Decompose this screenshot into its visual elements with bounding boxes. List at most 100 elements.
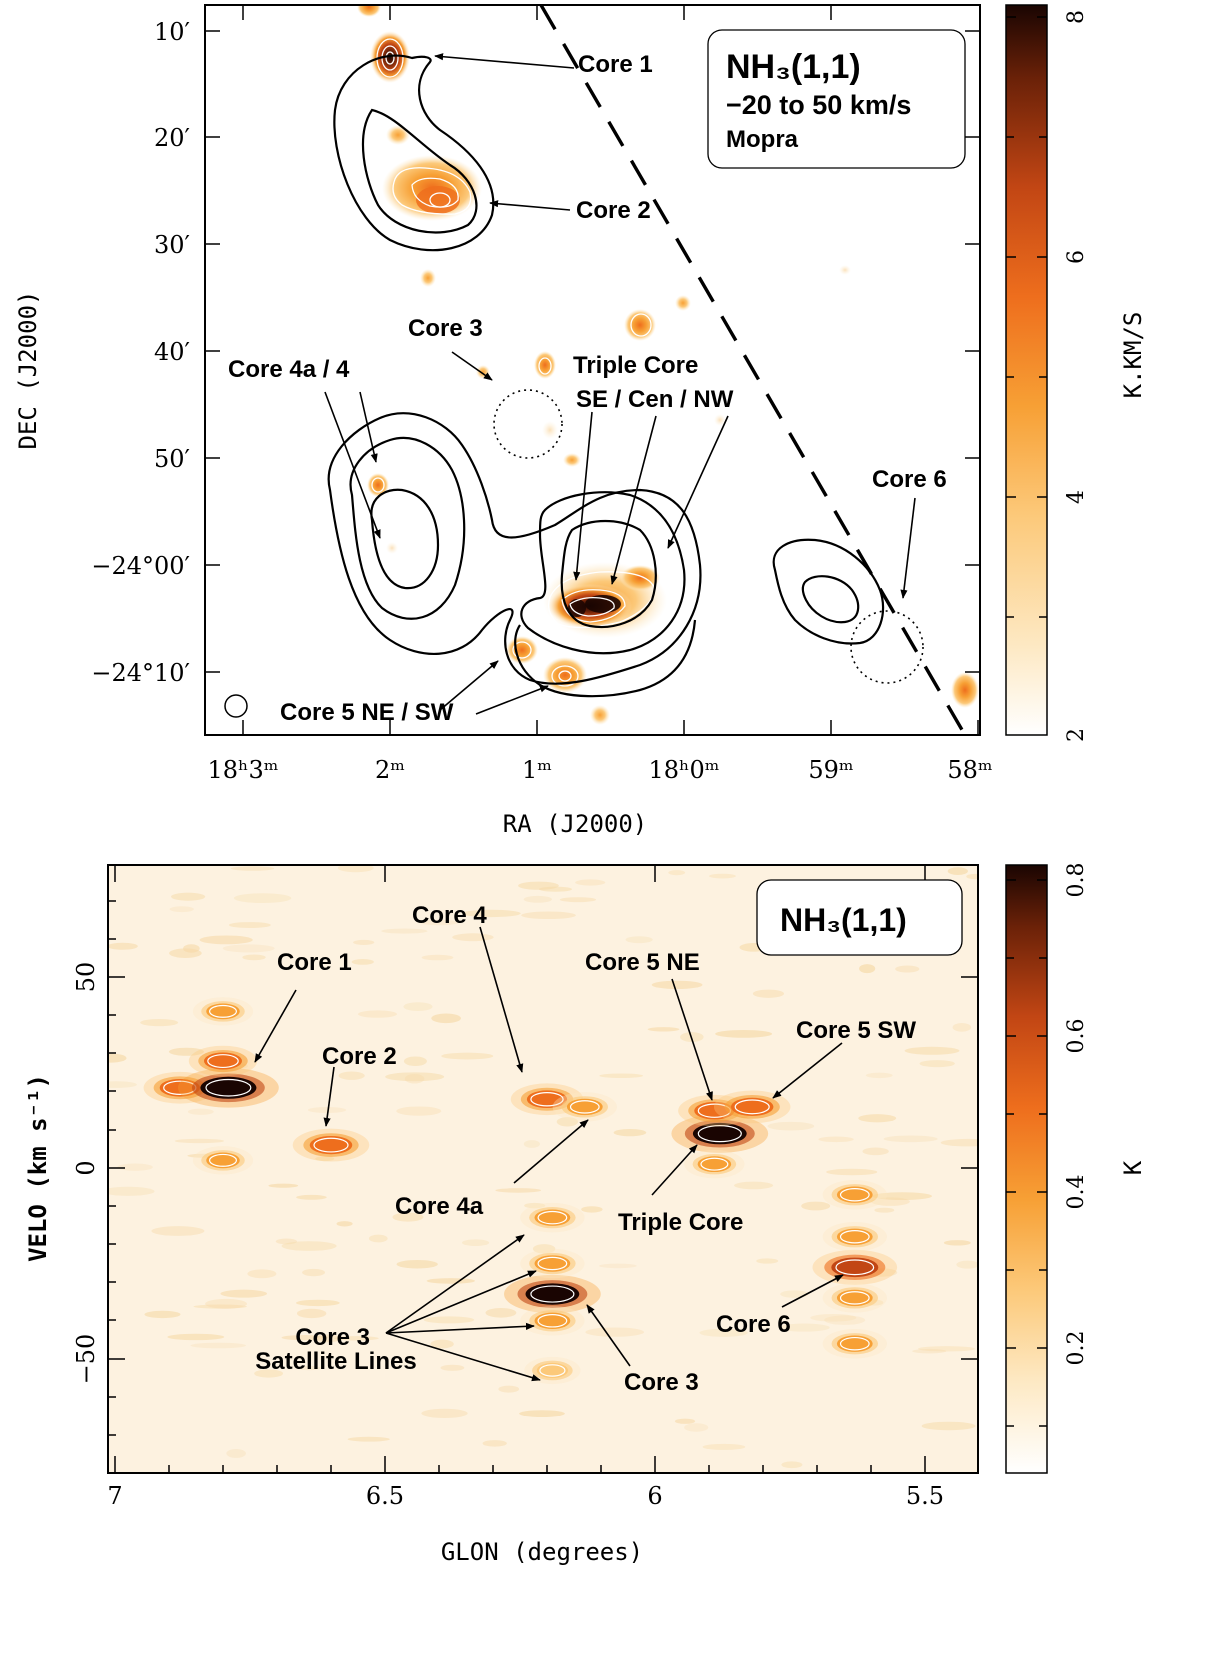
noise-streak (699, 1328, 748, 1337)
noise-streak (518, 881, 559, 890)
noise-streak (228, 922, 271, 929)
spectral-line-peak (730, 1097, 774, 1117)
noise-streak (358, 1010, 397, 1018)
spectral-line-peak (566, 1098, 603, 1116)
noise-streak (254, 1369, 284, 1378)
noise-streak (333, 1336, 379, 1341)
noise-streak (403, 1002, 433, 1012)
black-contours (327, 54, 885, 698)
annotation-core-6: Core 6 (716, 1311, 791, 1338)
colorbar-tick-label: 0.6 (1064, 1019, 1089, 1054)
spectral-line-peak (159, 1078, 200, 1097)
top-annotation-arrows (324, 53, 916, 715)
noise-streak (709, 873, 736, 879)
noise-streak (495, 1188, 542, 1193)
noise-streak (302, 1268, 326, 1277)
noise-streak (421, 954, 454, 961)
spectral-line-peak (525, 1283, 580, 1305)
noise-streak (296, 1308, 327, 1319)
spectral-line-peak (836, 1186, 873, 1203)
x-axis-title: RA (J2000) (503, 810, 648, 838)
annotation-triple-core-parts: SE / Cen / NW (576, 386, 734, 413)
noise-layer (108, 865, 978, 1469)
annotation-core-5-sw: Core 5 SW (796, 1017, 916, 1044)
noise-streak (222, 944, 275, 953)
y-axis-title: DEC (J2000) (14, 291, 42, 450)
top-title-box (707, 29, 966, 169)
y-tick-label: 30′ (154, 231, 190, 259)
spectral-line-contour (530, 1092, 564, 1107)
noise-streak (421, 1408, 468, 1418)
spectral-line-contour (209, 1153, 238, 1167)
x-tick-label: 58ᵐ (947, 756, 992, 784)
emission-clump (386, 542, 398, 554)
noise-streak (947, 867, 968, 876)
spectral-line-contour (209, 1004, 238, 1018)
noise-streak (865, 1072, 893, 1079)
noise-streak (368, 1234, 388, 1243)
noise-streak (780, 1290, 809, 1298)
noise-streak (966, 873, 978, 880)
emission-clump (675, 295, 691, 311)
spectral-line-peak (526, 1090, 568, 1109)
emission-clump (590, 705, 610, 725)
noise-streak (752, 989, 785, 998)
emission-core-5-ne (506, 636, 538, 664)
x-tick-label: 2ᵐ (375, 756, 405, 784)
noise-streak (187, 1108, 214, 1115)
y-tick-label: 50′ (154, 445, 190, 473)
noise-streak (519, 1410, 565, 1418)
noise-streak (599, 1263, 637, 1269)
y-tick-label: 40′ (154, 338, 190, 366)
annotation-core-1: Core 1 (578, 51, 653, 78)
top-colorbar: 2 4 6 8 K.KM/S (1005, 4, 1147, 742)
x-tick-label: 7 (107, 1482, 122, 1510)
noise-streak (871, 1197, 910, 1206)
core-6-dotted-circle (850, 610, 924, 684)
noise-streak (912, 1348, 947, 1354)
noise-streak (297, 1365, 321, 1371)
y-tick-label: −24°10′ (91, 659, 190, 687)
noise-streak (921, 1421, 976, 1431)
noise-streak (715, 1029, 773, 1038)
bottom-ticks (108, 865, 978, 1473)
y-tick-label: −50 (72, 1334, 100, 1385)
spectral-line-peak (697, 1156, 732, 1173)
bottom-colorbar: 0.2 0.4 0.6 0.8 K (1005, 863, 1147, 1474)
white-contours (371, 38, 656, 687)
bottom-title: NH₃(1,1) (780, 902, 907, 938)
spectral-line-contour (537, 1210, 568, 1225)
noise-streak (872, 1192, 932, 1201)
spectral-line-contour (839, 1291, 870, 1305)
colorbar-tick-label: 6 (1064, 250, 1089, 264)
emission-triple-core-peak (568, 599, 586, 617)
colorbar-tick-label: 0.2 (1064, 1331, 1089, 1366)
emission-clump (386, 125, 410, 145)
noise-streak (461, 1239, 490, 1247)
spectral-line-contour (539, 1364, 566, 1377)
spectral-line-contour (205, 1078, 252, 1097)
noise-streak (919, 1060, 955, 1068)
noise-streak (296, 1194, 327, 1200)
spectral-line-peak (309, 1135, 353, 1155)
annotation-core-5-ne: Core 5 NE (585, 949, 700, 976)
noise-streak (801, 1201, 831, 1211)
y-tick-label: 10′ (154, 18, 190, 46)
core-3-dotted-circle (493, 389, 563, 459)
noise-streak (108, 1186, 155, 1196)
spectral-line-contour (537, 1256, 568, 1271)
annotation-triple-core: Triple Core (618, 1209, 743, 1236)
x-tick-label: 6 (647, 1482, 662, 1510)
noise-streak (498, 1385, 520, 1393)
x-tick-label: 5.5 (906, 1482, 944, 1510)
noise-streak (108, 942, 138, 950)
noise-streak (423, 1316, 475, 1324)
noise-streak (140, 1018, 179, 1027)
bottom-plot-frame (107, 864, 979, 1474)
noise-streak (233, 893, 292, 904)
colorbar-title: K (1119, 1160, 1147, 1175)
spectral-line-contour (839, 1187, 870, 1202)
spectral-line-contour (530, 1285, 575, 1303)
noise-streak (108, 1053, 127, 1063)
